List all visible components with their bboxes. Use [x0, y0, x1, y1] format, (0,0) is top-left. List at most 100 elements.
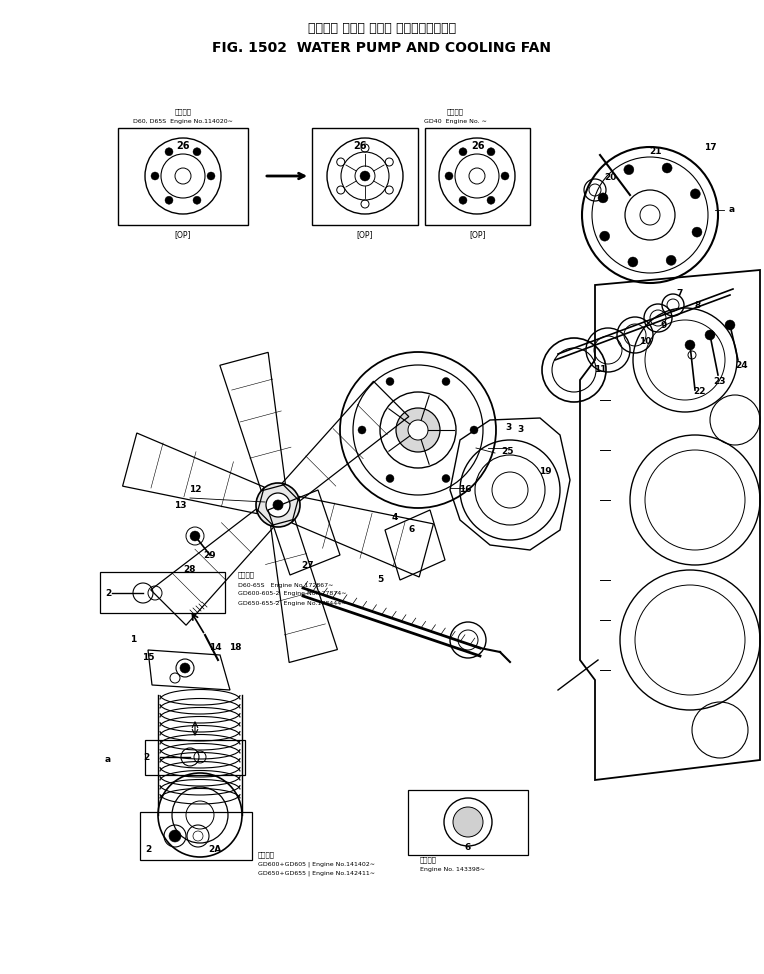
Text: 2: 2	[105, 588, 112, 597]
Text: 20: 20	[604, 173, 617, 182]
Text: GD600-605-2  Engine No.177874∼: GD600-605-2 Engine No.177874∼	[238, 591, 347, 596]
Text: a: a	[105, 756, 111, 765]
Circle shape	[256, 483, 300, 527]
Text: GD650-655-2  Engine No.178444∼: GD650-655-2 Engine No.178444∼	[238, 601, 347, 606]
Text: 6: 6	[465, 843, 471, 852]
Text: 2: 2	[145, 845, 151, 854]
Circle shape	[360, 171, 370, 181]
Circle shape	[165, 196, 173, 205]
Text: 適用号稺: 適用号稺	[420, 857, 437, 863]
Circle shape	[628, 257, 638, 267]
Text: 3: 3	[505, 423, 511, 431]
Circle shape	[692, 227, 702, 237]
Text: 2A: 2A	[209, 845, 222, 854]
Circle shape	[193, 148, 201, 156]
Circle shape	[624, 165, 634, 174]
Text: 15: 15	[142, 654, 154, 662]
Text: 21: 21	[649, 147, 662, 157]
Text: 7: 7	[677, 289, 683, 298]
Text: 17: 17	[704, 143, 717, 153]
Text: [OP]: [OP]	[469, 231, 486, 240]
Text: 1: 1	[130, 635, 136, 645]
Bar	[408, 790, 528, 855]
Text: Engine No. 143398∼: Engine No. 143398∼	[420, 867, 485, 872]
Text: GD600+GD605 | Engine No.141402∼: GD600+GD605 | Engine No.141402∼	[258, 861, 375, 867]
Circle shape	[470, 426, 478, 434]
Text: [OP]: [OP]	[357, 231, 374, 240]
Bar	[140, 812, 252, 860]
Circle shape	[459, 196, 467, 205]
Text: 9: 9	[661, 321, 667, 330]
Text: D60-65S   Engine No.172867∼: D60-65S Engine No.172867∼	[238, 582, 333, 587]
Circle shape	[266, 493, 290, 517]
Text: 6: 6	[409, 526, 415, 535]
Circle shape	[151, 172, 159, 180]
Text: 18: 18	[228, 644, 241, 653]
Text: 27: 27	[302, 560, 314, 570]
Text: 19: 19	[539, 468, 552, 476]
Text: 26: 26	[471, 141, 484, 151]
Text: a: a	[729, 206, 735, 214]
Circle shape	[207, 172, 215, 180]
Circle shape	[705, 330, 715, 340]
Text: 2: 2	[143, 753, 149, 762]
Text: 4: 4	[392, 513, 398, 522]
Circle shape	[445, 172, 453, 180]
Circle shape	[453, 807, 483, 837]
Circle shape	[666, 255, 676, 265]
Text: 8: 8	[695, 301, 701, 310]
Text: D60, D65S  Engine No.114020∼: D60, D65S Engine No.114020∼	[133, 120, 233, 125]
Text: FIG. 1502  WATER PUMP AND COOLING FAN: FIG. 1502 WATER PUMP AND COOLING FAN	[212, 41, 552, 55]
Text: 12: 12	[189, 485, 201, 495]
Text: 3: 3	[517, 426, 523, 434]
Bar	[312, 128, 418, 225]
Circle shape	[598, 193, 608, 203]
Circle shape	[180, 663, 190, 673]
Circle shape	[386, 378, 394, 386]
Text: 5: 5	[377, 576, 383, 584]
Text: GD650+GD655 | Engine No.142411∼: GD650+GD655 | Engine No.142411∼	[258, 870, 375, 876]
Circle shape	[193, 196, 201, 205]
Circle shape	[459, 148, 467, 156]
Text: 13: 13	[173, 501, 186, 509]
Text: 適用号稺: 適用号稺	[446, 109, 464, 115]
Text: 10: 10	[639, 338, 651, 347]
Text: 適用号稺: 適用号稺	[258, 851, 275, 858]
Text: 24: 24	[736, 361, 748, 370]
Text: 14: 14	[209, 644, 222, 653]
Text: 26: 26	[176, 141, 189, 151]
Text: 26: 26	[353, 141, 367, 151]
Text: 22: 22	[694, 388, 706, 396]
Text: 28: 28	[184, 566, 196, 575]
Circle shape	[442, 474, 450, 482]
Text: GD40  Engine No. ∼: GD40 Engine No. ∼	[423, 120, 487, 125]
Text: [OP]: [OP]	[175, 231, 191, 240]
Text: ウォータ ポンプ および クーリングファン: ウォータ ポンプ および クーリングファン	[308, 21, 456, 34]
Text: 適用号稺: 適用号稺	[238, 572, 255, 579]
Circle shape	[725, 320, 735, 330]
Circle shape	[190, 531, 200, 541]
Text: 16: 16	[458, 485, 471, 495]
Circle shape	[691, 189, 701, 199]
Circle shape	[396, 408, 440, 452]
Text: 25: 25	[502, 447, 514, 457]
Circle shape	[408, 420, 428, 440]
Circle shape	[501, 172, 509, 180]
Circle shape	[662, 163, 672, 173]
Circle shape	[685, 340, 695, 350]
Bar	[100, 572, 225, 613]
Bar	[145, 740, 245, 775]
Circle shape	[600, 231, 610, 242]
Circle shape	[487, 196, 495, 205]
Text: 23: 23	[714, 378, 727, 387]
Text: 29: 29	[204, 550, 216, 559]
Bar	[118, 128, 248, 225]
Circle shape	[386, 474, 394, 482]
Circle shape	[358, 426, 366, 434]
Circle shape	[442, 378, 450, 386]
Text: 適用号稺: 適用号稺	[174, 109, 192, 115]
Circle shape	[487, 148, 495, 156]
Bar	[425, 128, 530, 225]
Circle shape	[165, 148, 173, 156]
Circle shape	[273, 500, 283, 510]
